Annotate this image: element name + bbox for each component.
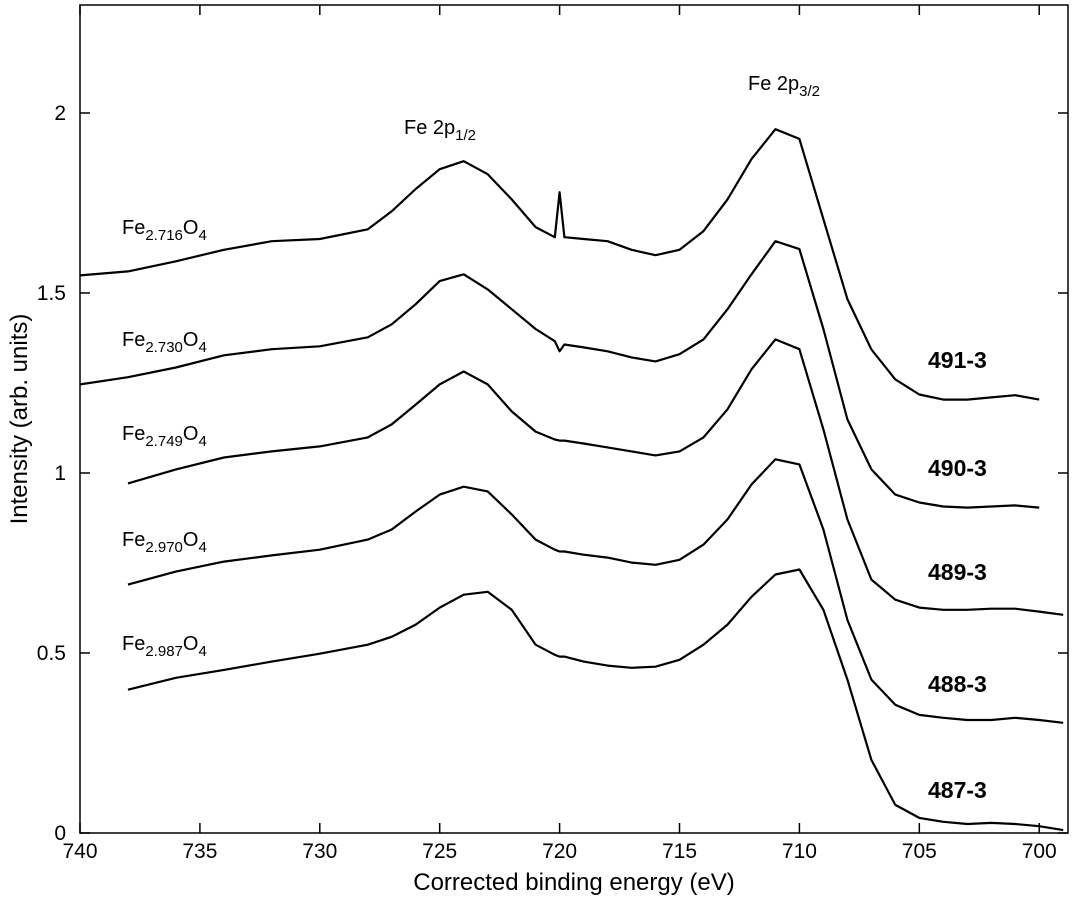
x-tick-label: 700 [1022, 840, 1057, 863]
label-part: Fe [122, 423, 145, 445]
label-part: O [183, 217, 199, 239]
peak-label: Fe 2p1/2 [404, 117, 476, 144]
spectrum-line [79, 128, 1040, 401]
x-tick-label: 705 [902, 840, 937, 863]
series-name: 488-3 [928, 671, 987, 697]
x-tick-label: 710 [782, 840, 817, 863]
spectrum-line [127, 338, 1064, 616]
formula-label: Fe2.749O4 [122, 423, 207, 450]
label-part: 2.987 [145, 643, 183, 660]
x-tick-label: 715 [662, 840, 697, 863]
label-part: Fe [122, 529, 145, 551]
label-part: Fe 2p [404, 117, 455, 139]
formula-label: Fe2.730O4 [122, 329, 207, 356]
label-part: 2.730 [145, 339, 183, 356]
spectrum-line [127, 458, 1064, 724]
x-tick-label: 740 [62, 840, 97, 863]
y-tick-label: 1 [54, 462, 66, 485]
label-part: 2.716 [145, 227, 183, 244]
series-name: 491-3 [928, 347, 987, 373]
formula-label: Fe2.970O4 [122, 529, 207, 556]
x-tick-label: 725 [422, 840, 457, 863]
y-tick-label: 0.5 [37, 642, 66, 665]
y-tick-label: 2 [54, 102, 66, 125]
label-part: 4 [198, 339, 206, 356]
label-part: Fe [122, 633, 145, 655]
series-name: 487-3 [928, 777, 987, 803]
label-part: O [183, 423, 199, 445]
series-name: 490-3 [928, 455, 987, 481]
label-part: O [183, 633, 199, 655]
label-part: O [183, 529, 199, 551]
label-part: 4 [198, 433, 206, 450]
label-part: 4 [198, 539, 206, 556]
label-part: 2.970 [145, 539, 183, 556]
x-axis-label: Corrected binding energy (eV) [413, 869, 735, 896]
x-tick-label: 735 [182, 840, 217, 863]
label-part: 2.749 [145, 433, 183, 450]
spectrum-line [127, 568, 1064, 832]
label-part: Fe 2p [748, 73, 799, 95]
peak-label: Fe 2p3/2 [748, 73, 820, 100]
x-tick-label: 730 [302, 840, 337, 863]
series-name: 489-3 [928, 559, 987, 585]
label-part: Fe [122, 329, 145, 351]
label-part: O [183, 329, 199, 351]
plot-frame [79, 4, 1069, 834]
y-tick-label: 1.5 [37, 282, 66, 305]
formula-label: Fe2.716O4 [122, 217, 207, 244]
label-part: Fe [122, 217, 145, 239]
label-part: 4 [198, 227, 206, 244]
y-axis-label: Intensity (arb. units) [6, 314, 33, 525]
label-part: 4 [198, 643, 206, 660]
x-tick-label: 720 [542, 840, 577, 863]
formula-label: Fe2.987O4 [122, 633, 207, 660]
label-part: 1/2 [455, 127, 476, 144]
label-part: 3/2 [799, 83, 820, 100]
spectrum-line [79, 240, 1040, 509]
y-tick-label: 0 [54, 822, 66, 845]
